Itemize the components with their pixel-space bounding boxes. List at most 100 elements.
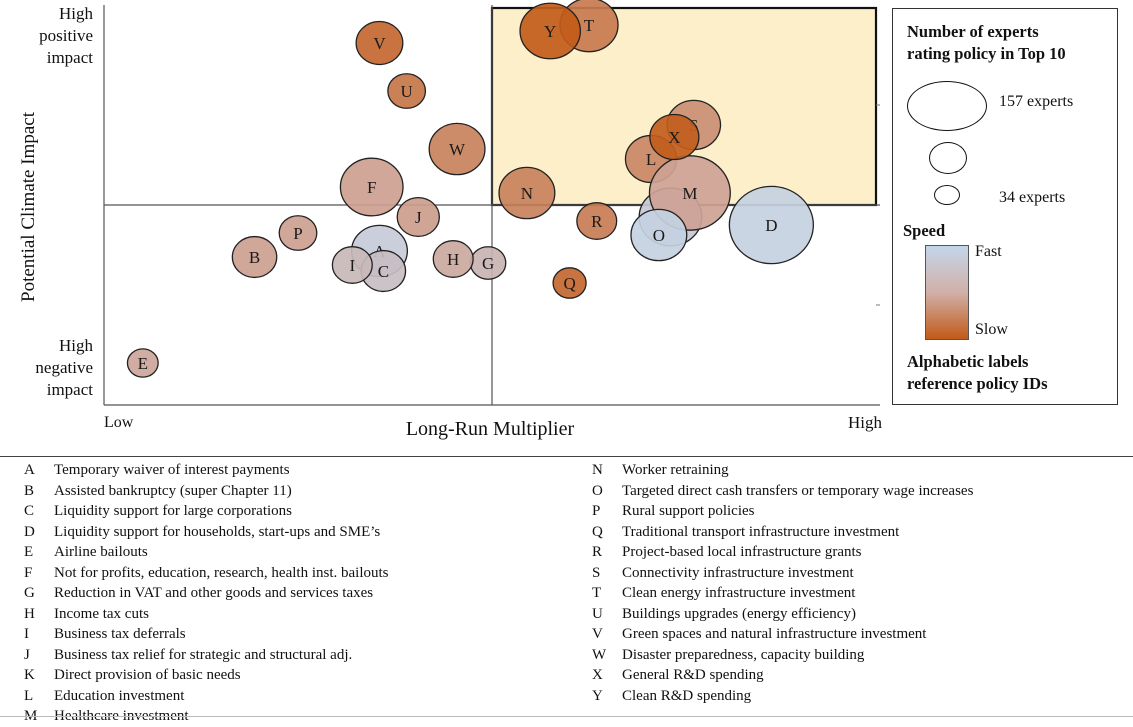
policy-key-row: I Business tax deferrals — [24, 624, 389, 645]
policy-key-row: L Education investment — [24, 686, 389, 707]
y-tick-low: impact — [47, 380, 94, 399]
policy-label: Clean energy infrastructure investment — [622, 585, 856, 601]
bubble-label: E — [138, 354, 148, 373]
legend-note: Alphabetic labels reference policy IDs — [907, 352, 1048, 393]
y-tick-low: negative — [35, 358, 93, 377]
bubble-label: F — [367, 178, 376, 197]
legend-speed-gradient — [925, 245, 969, 340]
policy-key-right: N Worker retraining O Targeted direct cash … — [592, 460, 973, 706]
bubble-i: I — [331, 246, 373, 284]
bubble-label: R — [591, 212, 603, 231]
policy-label: Project-based local infrastructure grant… — [622, 544, 862, 560]
bubble-n: N — [498, 166, 556, 220]
bubble-circle — [355, 20, 404, 66]
bubble-w: W — [428, 122, 486, 176]
bubble-x: X — [649, 113, 700, 161]
bubble-label: D — [765, 216, 777, 235]
key-bottom-divider — [0, 716, 1133, 717]
policy-id: B — [24, 482, 35, 499]
legend-speed-slow: Slow — [975, 321, 1008, 338]
axis-tick-labels: High positive impact High negative impact Low H… — [18, 4, 883, 440]
policy-id: X — [592, 667, 603, 683]
policy-label: Traditional transport infrastructure inv… — [622, 523, 900, 540]
legend-speed-fast: Fast — [975, 243, 1002, 260]
bubble-label: W — [449, 140, 466, 159]
bubble-circle — [387, 73, 427, 109]
y-axis-label: Potential Climate Impact — [18, 111, 39, 302]
bubble-e: E — [126, 348, 159, 378]
policy-label: Not for profits, education, research, he… — [54, 564, 389, 581]
policy-key-row: T Clean energy infrastructure investment — [592, 583, 973, 604]
bubble-circle — [278, 215, 318, 251]
policy-id: O — [592, 482, 603, 499]
policy-id: U — [592, 605, 603, 622]
bubble-g: G — [469, 246, 507, 280]
policy-key-row: W Disaster preparedness, capacity buildin… — [592, 645, 973, 666]
policy-label: Rural support policies — [622, 503, 755, 519]
policy-label: Reduction in VAT and other goods and ser… — [54, 585, 374, 601]
bubble-circle — [331, 246, 373, 284]
policy-label: Assisted bankruptcy (super Chapter 11) — [54, 482, 292, 499]
policy-label: Buildings upgrades (energy efficiency) — [622, 605, 856, 622]
policy-id: F — [24, 564, 33, 581]
bubble-circle — [428, 122, 486, 176]
policy-key-row: C Liquidity support for large corporation… — [24, 501, 389, 522]
policy-id: D — [24, 523, 35, 540]
legend-size-medium-circle — [929, 142, 967, 174]
policy-label: Airline bailouts — [54, 544, 148, 560]
bubble-label: G — [482, 254, 494, 273]
policy-id: T — [592, 585, 602, 601]
policy-label: Disaster preparedness, capacity building — [622, 646, 865, 663]
policy-key-row: F Not for profits, education, research, h… — [24, 563, 389, 584]
bubble-circle — [576, 202, 618, 240]
y-tick-high: impact — [47, 48, 94, 67]
bubble-label: Y — [544, 22, 556, 41]
policy-key-row: H Income tax cuts — [24, 604, 389, 625]
policy-key-row: N Worker retraining — [592, 460, 973, 481]
y-tick-high: positive — [39, 26, 93, 45]
bubble-label: X — [668, 128, 680, 147]
bubble-circle — [630, 208, 688, 262]
bubble-circle — [432, 240, 474, 278]
policy-key-row: K Direct provision of basic needs — [24, 665, 389, 686]
legend-size-small-circle — [934, 185, 960, 205]
x-axis-label: Long-Run Multiplier — [406, 418, 575, 440]
policy-label: Direct provision of basic needs — [54, 667, 241, 683]
policy-id: A — [24, 462, 35, 478]
bubble-circle — [552, 267, 587, 299]
policy-key-row: G Reduction in VAT and other goods and se… — [24, 583, 389, 604]
policy-label: Temporary waiver of interest payments — [54, 462, 290, 478]
policy-key-row: D Liquidity support for households, start… — [24, 522, 389, 543]
bubble-circle — [498, 166, 556, 220]
y-tick-high: High — [59, 4, 94, 23]
policy-key-row: V Green spaces and natural infrastructure… — [592, 624, 973, 645]
bubble-circle — [728, 185, 815, 265]
bubble-label: M — [682, 184, 697, 203]
policy-label: Targeted direct cash transfers or tempor… — [622, 482, 974, 499]
key-top-divider — [0, 456, 1133, 457]
policy-id: Y — [592, 687, 603, 704]
bubble-circle — [649, 113, 700, 161]
x-tick-high: High — [848, 413, 883, 432]
policy-id: H — [24, 605, 35, 622]
policy-id: R — [592, 544, 603, 560]
bubble-v: V — [355, 20, 404, 66]
policy-id: L — [24, 687, 34, 704]
legend-size-large-circle — [907, 81, 987, 131]
policy-id: V — [592, 626, 603, 642]
bubble-o: O — [630, 208, 688, 262]
bubble-circle — [231, 235, 278, 279]
policy-key-row: R Project-based local infrastructure gran… — [592, 542, 973, 563]
bubble-f: F — [339, 157, 404, 217]
policy-label: Education investment — [54, 687, 185, 704]
legend-speed-title: Speed — [903, 221, 946, 240]
bubble-r: R — [576, 202, 618, 240]
bubble-q: Q — [552, 267, 587, 299]
legend-size-max-label: 157 experts — [999, 93, 1074, 110]
bubble-circle — [126, 348, 159, 378]
policy-label: Income tax cuts — [54, 605, 149, 622]
bubble-label: Q — [563, 274, 575, 293]
bubble-circle — [396, 196, 440, 238]
bubble-h: H — [432, 240, 474, 278]
policy-key-left: A Temporary waiver of interest payments B A… — [24, 460, 389, 727]
